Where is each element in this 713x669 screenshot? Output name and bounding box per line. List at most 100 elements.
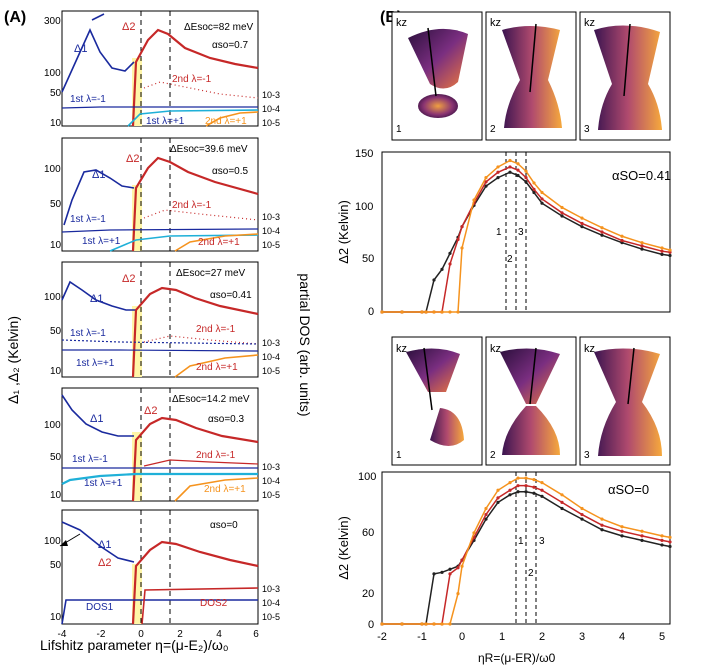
p2-label-1st-minus: 1st λ=-1 — [70, 214, 106, 225]
p4-label-delta1: Δ1 — [90, 413, 103, 425]
chart-bottom-point-orange-3 — [424, 622, 428, 626]
p1-label-delta2: Δ2 — [122, 21, 135, 33]
chart-bottom-point-orange-7 — [456, 592, 460, 596]
left-panel-3: 100 50 10 ΔEsoc=27 meV αso=0.41 Δ1 Δ2 2n… — [44, 261, 280, 378]
p2-dos-tick-1: 10-3 — [262, 212, 280, 222]
chart-top-ytick-50: 50 — [362, 253, 374, 265]
p5-label-delta1: Δ1 — [98, 539, 111, 551]
left-stack: Δ₁ ,Δ₂ (Kelvin) partial DOS (arb. units)… — [5, 10, 313, 653]
chart-bottom-line-black — [382, 491, 671, 625]
chart-top-point-orange-8 — [460, 246, 464, 250]
left-xtick-2: -2 — [97, 629, 106, 640]
left-right-axis-label: partial DOS (arb. units) — [297, 273, 313, 416]
chart-bottom-xtick-4: 4 — [619, 631, 625, 643]
chart-top-point-orange-4 — [432, 310, 436, 314]
chart-top-point-red-12 — [508, 165, 512, 169]
p1-ytick-300: 300 — [44, 16, 61, 27]
chart-top-point-orange-2 — [420, 310, 424, 314]
chart-top-point-red-14 — [524, 176, 528, 180]
chart-bottom-point-red-23 — [668, 540, 672, 544]
chart-bottom-point-orange-16 — [540, 481, 544, 485]
p3-dos-tick-3: 10-5 — [262, 366, 280, 376]
chart-bottom-point-black-13 — [516, 490, 520, 494]
chart-top-point-red-18 — [580, 221, 584, 226]
p5-dos-tick-1: 10-3 — [262, 584, 280, 594]
chart-top-point-black-17 — [560, 214, 564, 218]
chart-top-ytick-0: 0 — [368, 306, 374, 318]
chart-bottom-point-orange-21 — [640, 529, 644, 533]
chart-top-point-red-17 — [560, 211, 564, 215]
p4-delta-e: ΔEsoc=14.2 meV — [172, 394, 250, 405]
chart-bottom-ytick-0: 0 — [368, 619, 374, 631]
chart-bottom-point-red-11 — [496, 496, 500, 500]
chart-bottom-xtick-0: 0 — [459, 631, 465, 643]
p5-ytick-100: 100 — [44, 536, 61, 547]
chart-top-point-orange-16 — [540, 190, 544, 195]
chart-bottom-marker-3: 3 — [539, 536, 545, 547]
chart-top-point-orange-3 — [424, 310, 428, 314]
chart-bottom-marker-2: 2 — [528, 568, 534, 579]
left-xtick-6: 6 — [253, 629, 259, 640]
chart-bottom-point-black-22 — [660, 543, 664, 547]
chart-bottom-xtick-3: 3 — [579, 631, 585, 643]
chart-bottom-point-orange-19 — [600, 517, 604, 521]
top-surface-label-1: 1 — [396, 124, 402, 135]
p2-alpha: αso=0.5 — [212, 166, 249, 177]
left-panel-2: 100 50 10 ΔEsoc=39.6 meV αso=0.5 Δ1 Δ2 2… — [44, 137, 280, 252]
p3-label-2nd-plus: 2nd λ=+1 — [196, 362, 238, 373]
chart-bottom-point-red-15 — [532, 485, 536, 489]
chart-bottom-point-orange-10 — [484, 506, 488, 511]
chart-top-point-orange-15 — [532, 181, 536, 185]
p4-label-2nd-plus: 2nd λ=+1 — [204, 484, 246, 495]
chart-bottom-point-red-22 — [660, 538, 664, 543]
chart-top-point-black-22 — [660, 252, 664, 256]
surface-bottom-2-upper — [500, 348, 560, 404]
p3-label-1st-minus: 1st λ=-1 — [70, 328, 106, 339]
left-xtick-3: 0 — [138, 629, 144, 640]
chart-bottom-point-orange-14 — [524, 476, 528, 480]
chart-top-y-label: Δ2 (Kelvin) — [336, 200, 351, 264]
left-y-axis-label: Δ₁ ,Δ₂ (Kelvin) — [5, 316, 21, 404]
chart-bottom-point-red-21 — [640, 534, 644, 538]
chart-bottom-point-black-10 — [484, 517, 488, 521]
chart-bottom-point-orange-0 — [380, 622, 384, 626]
bottom-surface-label-1: 1 — [396, 450, 402, 461]
chart-bottom-point-black-6 — [448, 567, 452, 571]
chart-bottom-point-red-17 — [560, 500, 564, 504]
p5-alpha: αso=0 — [210, 520, 238, 531]
top-surface-label-2: 2 — [490, 124, 496, 135]
p1-ytick-50: 50 — [50, 88, 62, 99]
p1-label-delta1: Δ1 — [74, 43, 87, 55]
p3-ytick-100: 100 — [44, 292, 61, 303]
chart-bottom-point-red-20 — [620, 529, 624, 533]
p1-delta-e: ΔEsoc=82 meV — [184, 22, 254, 33]
chart-top-point-red-7 — [456, 237, 460, 242]
chart-top-point-red-8 — [460, 225, 464, 229]
p1-label-1st-plus: 1st λ=+1 — [146, 116, 185, 127]
chart-bottom-line-red — [382, 484, 671, 625]
chart-top-point-black-14 — [524, 180, 528, 184]
chart-bottom-point-black-17 — [560, 506, 564, 511]
p1-dos-tick-1: 10-3 — [262, 90, 280, 100]
surface-row-bottom: kz kz kz 1 2 3 — [391, 336, 671, 466]
left-panel-5: 100 50 10 αso=0 Δ1 Δ2 DOS1 DOS2 10-3 10-… — [44, 509, 280, 640]
p1-dos-tick-3: 10-5 — [262, 118, 280, 128]
chart-bottom-ytick-100: 100 — [358, 471, 376, 483]
chart-top-point-red-19 — [600, 230, 604, 234]
chart-top-point-orange-7 — [456, 310, 460, 314]
chart-bottom-point-black-12 — [508, 493, 512, 497]
chart-top-point-red-20 — [620, 238, 624, 243]
surface-top-3 — [594, 25, 662, 131]
chart-bottom-point-orange-8 — [460, 564, 464, 568]
chart-top-marker-1: 1 — [496, 227, 502, 238]
chart-top-point-black-19 — [600, 233, 604, 237]
left-xtick-1: -4 — [58, 629, 67, 640]
p4-ytick-10: 10 — [50, 490, 62, 501]
chart-top-point-orange-20 — [620, 234, 624, 238]
chart-bottom-ytick-60: 60 — [362, 527, 374, 539]
left-xtick-4: 2 — [177, 629, 183, 640]
p5-dos-tick-2: 10-4 — [262, 598, 280, 608]
p2-label-2nd-plus: 2nd λ=+1 — [198, 237, 240, 248]
chart-bottom-point-orange-12 — [508, 481, 512, 485]
top-kz-1: kz — [396, 17, 407, 29]
